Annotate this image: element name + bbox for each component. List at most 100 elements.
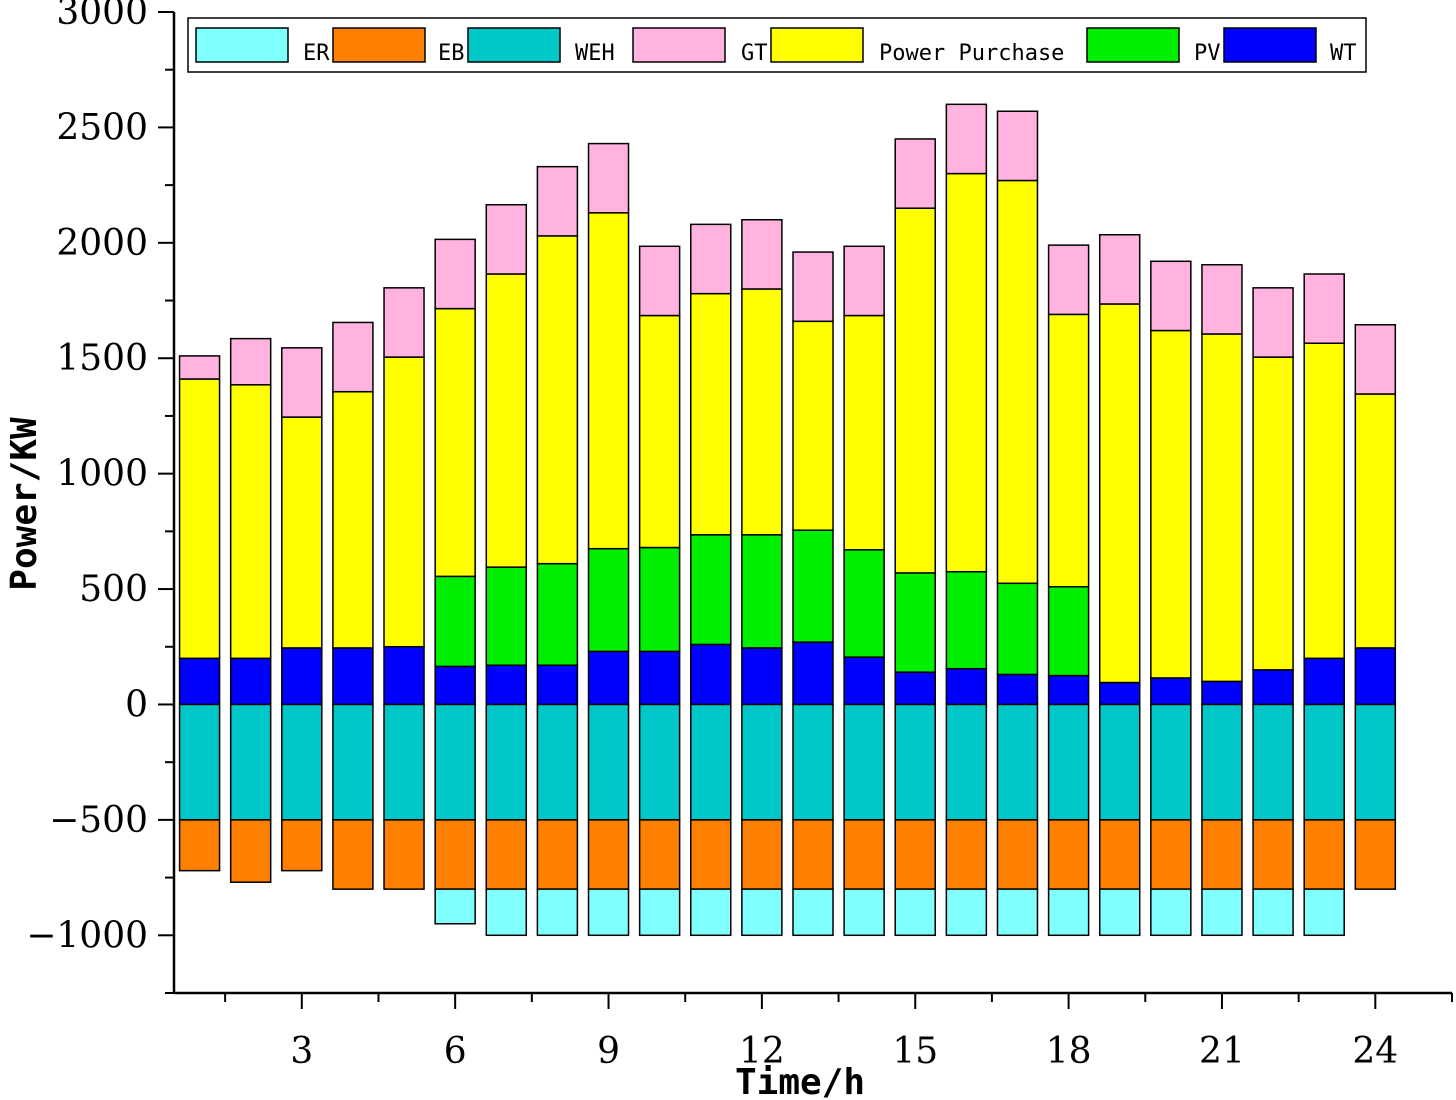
bar-power-purchase-23 xyxy=(1303,342,1345,660)
bar-er-7 xyxy=(485,888,528,937)
bar-power-purchase-1 xyxy=(178,378,221,660)
bar-eb-22 xyxy=(1252,819,1294,890)
bar-wt-24 xyxy=(1354,647,1397,706)
bar-eb-24 xyxy=(1354,819,1397,890)
bar-gt-6 xyxy=(434,238,476,310)
bar-er-15 xyxy=(894,888,936,937)
bar-wt-16 xyxy=(945,667,988,706)
bar-pv-13 xyxy=(792,529,834,643)
legend-label-eb: EB xyxy=(438,41,465,66)
bar-power-purchase-4 xyxy=(332,390,374,649)
bar-power-purchase-9 xyxy=(587,212,630,550)
legend-label-wt: WT xyxy=(1330,41,1357,66)
bar-eb-10 xyxy=(638,819,681,890)
bar-gt-11 xyxy=(690,223,732,295)
bar-eb-17 xyxy=(996,819,1039,890)
bar-er-13 xyxy=(792,888,834,937)
bar-power-purchase-10 xyxy=(638,314,681,549)
bar-pv-12 xyxy=(741,534,783,649)
bar-weh-13 xyxy=(792,703,834,821)
bar-power-purchase-19 xyxy=(1098,303,1141,684)
legend-label-gt: GT xyxy=(741,41,768,66)
y-tick-label-3000: 3000 xyxy=(56,0,148,33)
bar-weh-1 xyxy=(178,703,221,821)
bar-wt-23 xyxy=(1303,657,1345,706)
x-tick-label-6: 6 xyxy=(444,1031,467,1072)
bar-pv-8 xyxy=(536,562,579,666)
bar-weh-8 xyxy=(536,703,579,821)
bar-wt-10 xyxy=(638,650,681,706)
bar-eb-21 xyxy=(1201,819,1243,890)
bar-gt-14 xyxy=(843,245,885,317)
bar-gt-4 xyxy=(332,321,374,393)
bar-pv-10 xyxy=(638,546,681,653)
bar-power-purchase-6 xyxy=(434,307,476,578)
legend-label-pv: PV xyxy=(1194,41,1221,66)
legend-swatch-gt xyxy=(632,27,726,63)
bar-weh-23 xyxy=(1303,703,1345,821)
bar-weh-6 xyxy=(434,703,476,821)
y-tick-label-1000: 1000 xyxy=(56,454,148,495)
bar-eb-14 xyxy=(843,819,885,890)
legend-swatch-power-purchase xyxy=(770,27,864,63)
y-tick-label-2000: 2000 xyxy=(56,223,148,264)
bar-er-22 xyxy=(1252,888,1294,937)
bar-gt-20 xyxy=(1150,260,1192,332)
legend-label-weh: WEH xyxy=(575,41,615,66)
bar-er-14 xyxy=(843,888,885,937)
bar-gt-24 xyxy=(1354,324,1397,395)
bar-power-purchase-12 xyxy=(741,288,783,536)
bar-eb-3 xyxy=(281,819,323,872)
bar-pv-17 xyxy=(996,582,1039,676)
bar-wt-9 xyxy=(587,650,630,706)
bar-eb-9 xyxy=(587,819,630,890)
bar-pv-14 xyxy=(843,549,885,658)
bar-weh-19 xyxy=(1098,703,1141,821)
bar-power-purchase-5 xyxy=(383,356,425,648)
bar-weh-9 xyxy=(587,703,630,821)
bar-eb-8 xyxy=(536,819,579,890)
x-tick-label-3: 3 xyxy=(290,1031,313,1072)
bar-weh-18 xyxy=(1047,703,1090,821)
bar-gt-1 xyxy=(178,355,221,380)
bar-wt-7 xyxy=(485,664,528,706)
legend-swatch-weh xyxy=(467,27,561,63)
bar-eb-2 xyxy=(229,819,272,883)
y-tick-label-1500: 1500 xyxy=(56,338,148,379)
bar-power-purchase-13 xyxy=(792,320,834,531)
x-tick-label-21: 21 xyxy=(1199,1031,1245,1072)
bar-weh-10 xyxy=(638,703,681,821)
bar-weh-12 xyxy=(741,703,783,821)
bar-er-23 xyxy=(1303,888,1345,937)
bar-er-16 xyxy=(945,888,988,937)
bar-er-8 xyxy=(536,888,579,937)
bar-gt-8 xyxy=(536,165,579,237)
bar-wt-22 xyxy=(1252,669,1294,706)
bar-wt-4 xyxy=(332,647,374,706)
bar-weh-3 xyxy=(281,703,323,821)
legend-swatch-er xyxy=(195,27,289,63)
x-tick-label-12: 12 xyxy=(739,1031,785,1072)
bar-wt-14 xyxy=(843,656,885,706)
bar-power-purchase-16 xyxy=(945,172,988,573)
bar-weh-21 xyxy=(1201,703,1243,821)
x-tick-label-15: 15 xyxy=(892,1031,938,1072)
bar-er-9 xyxy=(587,888,630,937)
y-tick-label--1000: −1000 xyxy=(26,915,148,956)
y-axis-title: Power/KW xyxy=(4,417,45,591)
bar-er-20 xyxy=(1150,888,1192,937)
bar-power-purchase-17 xyxy=(996,179,1039,585)
bar-wt-8 xyxy=(536,664,579,706)
bar-weh-5 xyxy=(383,703,425,821)
bar-weh-15 xyxy=(894,703,936,821)
bar-pv-16 xyxy=(945,570,988,670)
bar-eb-16 xyxy=(945,819,988,890)
bar-gt-3 xyxy=(281,347,323,418)
bar-eb-6 xyxy=(434,819,476,890)
bar-pv-18 xyxy=(1047,586,1090,677)
bar-eb-7 xyxy=(485,819,528,890)
bar-gt-22 xyxy=(1252,287,1294,358)
legend-swatch-wt xyxy=(1223,27,1317,63)
bar-wt-15 xyxy=(894,671,936,706)
bar-wt-21 xyxy=(1201,680,1243,706)
